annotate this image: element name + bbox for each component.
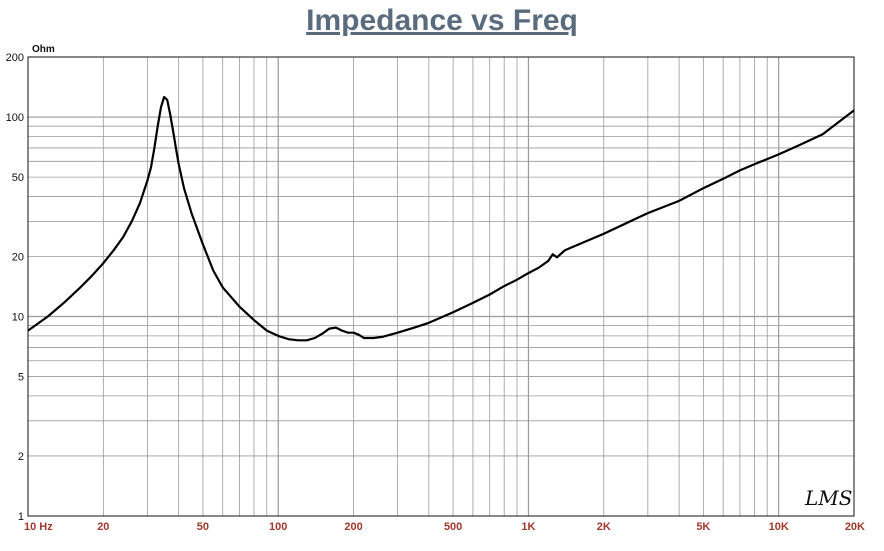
x-tick-label: 1K bbox=[521, 521, 535, 533]
grid-lines bbox=[28, 57, 854, 516]
x-tick-label: 10K bbox=[769, 521, 789, 533]
x-tick-label: 5K bbox=[696, 521, 710, 533]
y-tick-label: 20 bbox=[12, 251, 24, 263]
lms-logo: LMS bbox=[804, 486, 852, 510]
y-tick-label: 200 bbox=[6, 52, 24, 64]
y-tick-label: 100 bbox=[6, 112, 24, 124]
y-tick-label: 50 bbox=[12, 172, 24, 184]
x-tick-labels: 10 Hz 20 50 100 200 500 1K 2K 5K 10K 20K bbox=[24, 521, 865, 533]
y-axis-unit: Ohm bbox=[32, 44, 55, 55]
x-tick-label: 10 Hz bbox=[24, 521, 53, 533]
y-tick-labels: 200 100 50 20 10 5 2 1 bbox=[6, 52, 24, 523]
x-tick-label: 500 bbox=[444, 521, 462, 533]
y-tick-label: 1 bbox=[18, 511, 24, 523]
plot-frame bbox=[27, 56, 855, 517]
chart-title: Impedance vs Freq bbox=[306, 4, 578, 37]
y-tick-label: 5 bbox=[18, 372, 24, 384]
y-tick-label: 2 bbox=[18, 451, 24, 463]
x-tick-label: 2K bbox=[597, 521, 611, 533]
x-tick-label: 50 bbox=[197, 521, 209, 533]
impedance-curve bbox=[27, 95, 855, 342]
x-tick-label: 200 bbox=[344, 521, 362, 533]
x-tick-label: 20K bbox=[845, 521, 865, 533]
y-tick-label: 10 bbox=[12, 312, 24, 324]
x-tick-label: 100 bbox=[269, 521, 287, 533]
x-tick-label: 20 bbox=[97, 521, 109, 533]
